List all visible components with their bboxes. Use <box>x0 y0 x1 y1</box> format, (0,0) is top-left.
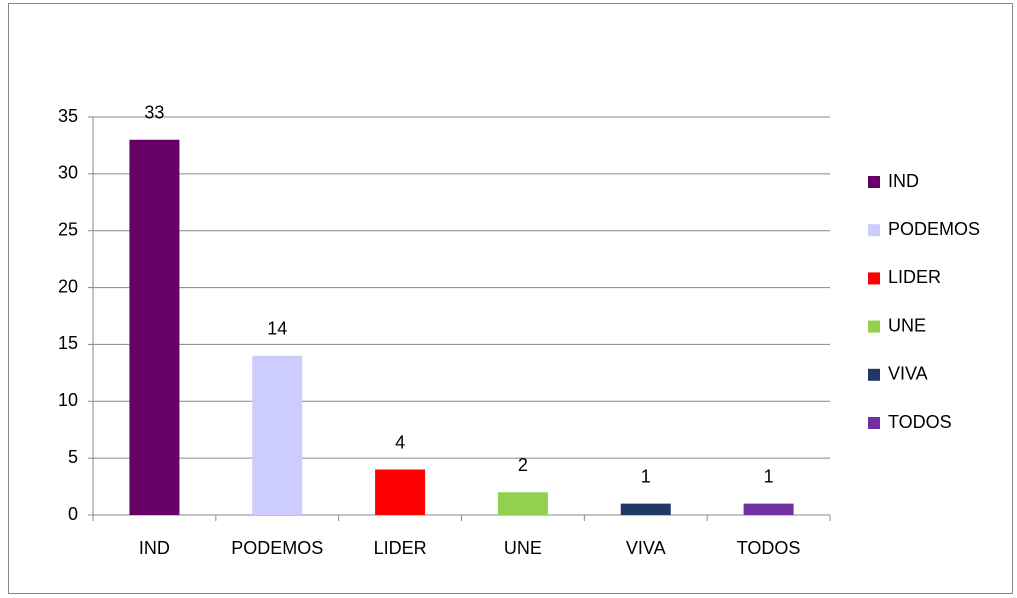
data-label: 14 <box>267 319 287 339</box>
data-label: 2 <box>518 455 528 475</box>
legend-swatch <box>868 272 880 285</box>
legend-swatch <box>868 368 880 381</box>
bar <box>129 139 180 515</box>
legend-swatch <box>868 176 880 188</box>
x-tick-label: UNE <box>504 538 542 558</box>
data-label: 1 <box>764 466 774 486</box>
y-tick-label: 20 <box>58 276 78 296</box>
y-tick-label: 5 <box>68 447 78 467</box>
bar <box>620 503 671 515</box>
y-tick-label: 0 <box>68 504 78 524</box>
y-tick-label: 15 <box>58 333 78 353</box>
legend-swatch <box>868 417 880 429</box>
data-label: 1 <box>641 466 651 486</box>
x-tick-label: TODOS <box>737 538 801 558</box>
legend-label: UNE <box>888 315 926 335</box>
legend-swatch <box>868 224 880 237</box>
x-tick-label: LIDER <box>374 538 427 558</box>
bar <box>497 492 548 515</box>
x-tick-label: PODEMOS <box>231 538 323 558</box>
y-tick-label: 35 <box>58 106 78 126</box>
legend-label: VIVA <box>888 364 928 384</box>
x-tick-label: VIVA <box>626 538 666 558</box>
data-label: 33 <box>144 102 164 122</box>
x-tick-label: IND <box>139 538 170 558</box>
bar <box>375 469 426 515</box>
y-tick-label: 25 <box>58 219 78 239</box>
y-tick-label: 30 <box>58 163 78 183</box>
legend-label: PODEMOS <box>888 219 980 239</box>
legend-label: IND <box>888 171 919 191</box>
y-tick-label: 10 <box>58 390 78 410</box>
bar <box>743 503 794 515</box>
data-label: 4 <box>395 432 405 452</box>
legend-label: TODOS <box>888 412 952 432</box>
legend-swatch <box>868 320 880 333</box>
bar <box>252 355 303 515</box>
legend-label: LIDER <box>888 267 941 287</box>
